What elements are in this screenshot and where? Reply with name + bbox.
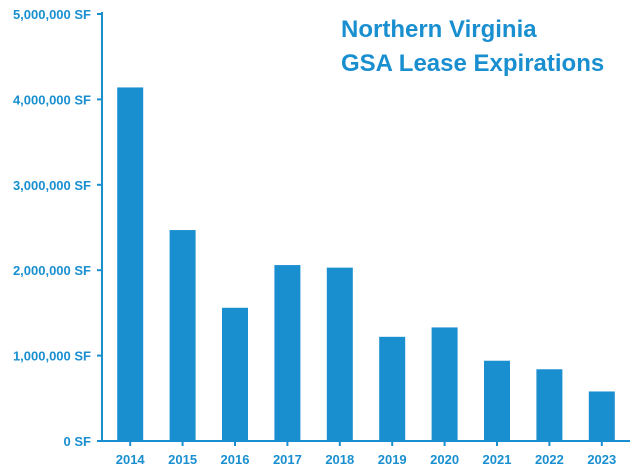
bar: [484, 360, 510, 441]
x-tick-label: 2023: [587, 452, 616, 467]
x-tick-label: 2017: [273, 452, 302, 467]
bar: [536, 369, 563, 441]
x-tick-label: 2014: [116, 452, 146, 467]
y-tick-label: 4,000,000 SF: [13, 92, 91, 107]
bar: [169, 230, 196, 441]
x-tick-label: 2016: [221, 452, 250, 467]
bar: [379, 336, 406, 441]
bar: [222, 307, 248, 441]
chart-title-line-1: Northern Virginia: [341, 16, 537, 43]
bar: [274, 265, 301, 441]
x-tick-label: 2021: [483, 452, 512, 467]
x-tick-label: 2018: [325, 452, 354, 467]
x-tick-label: 2015: [168, 452, 197, 467]
bar: [431, 327, 458, 441]
chart-title-line-2: GSA Lease Expirations: [341, 50, 605, 77]
y-tick-label: 1,000,000 SF: [13, 349, 91, 364]
y-tick-label: 3,000,000 SF: [13, 178, 91, 193]
x-tick-label: 2022: [535, 452, 564, 467]
x-tick-label: 2019: [378, 452, 407, 467]
bar: [117, 87, 144, 441]
x-tick-label: 2020: [430, 452, 459, 467]
y-tick-label: 5,000,000 SF: [13, 7, 91, 22]
y-tick-label: 2,000,000 SF: [13, 263, 91, 278]
bar: [588, 391, 615, 441]
y-tick-label: 0 SF: [64, 434, 92, 449]
bar: [326, 267, 353, 441]
